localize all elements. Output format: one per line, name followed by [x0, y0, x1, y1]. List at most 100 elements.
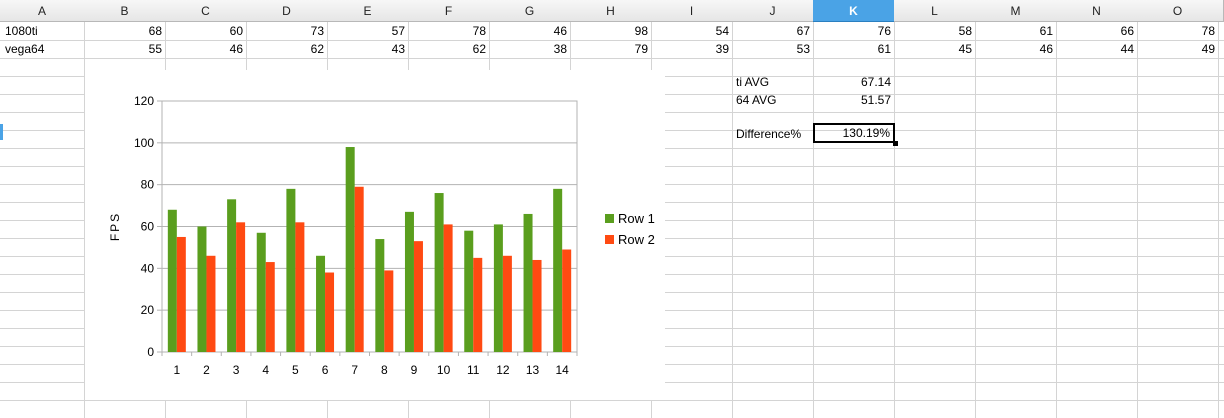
bar-row-1-8 [375, 239, 385, 352]
column-header-f[interactable]: F [408, 0, 490, 22]
cell-i2[interactable]: 39 [715, 42, 729, 56]
bar-row-1-6 [316, 255, 326, 352]
bar-row-2-5 [295, 222, 305, 352]
cell-k2[interactable]: 61 [877, 42, 891, 56]
column-header-n[interactable]: N [1056, 0, 1138, 22]
bar-row-1-2 [197, 226, 207, 352]
bar-row-2-11 [473, 257, 483, 352]
cell-j1[interactable]: 67 [796, 24, 810, 38]
x-tick-label-14: 14 [555, 363, 569, 377]
ti-avg-label[interactable]: ti AVG [736, 75, 770, 89]
cell-o2[interactable]: 49 [1201, 42, 1215, 56]
column-header-next[interactable] [1218, 0, 1224, 22]
bar-row-2-13 [532, 259, 542, 352]
legend-swatch-2 [605, 235, 614, 244]
y-tick-label-0: 0 [147, 345, 154, 359]
legend-label-2: Row 2 [618, 232, 655, 247]
x-tick-label-1: 1 [173, 363, 180, 377]
y-tick-label-60: 60 [141, 220, 155, 234]
cell-h2[interactable]: 79 [634, 42, 648, 56]
cell-c2[interactable]: 46 [229, 42, 243, 56]
cell-i1[interactable]: 54 [715, 24, 729, 38]
cell-k1[interactable]: 76 [877, 24, 891, 38]
cell-g1[interactable]: 46 [553, 24, 567, 38]
avg64-label[interactable]: 64 AVG [736, 93, 777, 107]
cell-e1[interactable]: 57 [391, 24, 405, 38]
cell-m2[interactable]: 46 [1039, 42, 1053, 56]
fps-bar-chart[interactable]: 0 20 40 60 80 100 120 FPS 1 2 3 4 5 6 7 8 9 10 11 12 13 14 Row… [85, 70, 665, 400]
x-tick-label-9: 9 [411, 363, 418, 377]
column-header-a[interactable]: A [0, 0, 85, 22]
avg64-value[interactable]: 51.57 [860, 93, 891, 107]
column-header-j[interactable]: J [732, 0, 814, 22]
cell-m1[interactable]: 61 [1039, 24, 1053, 38]
y-tick-label-40: 40 [141, 261, 155, 275]
cell-e2[interactable]: 43 [391, 42, 405, 56]
cell-f2[interactable]: 62 [472, 42, 486, 56]
y-tick-label-100: 100 [134, 136, 154, 150]
column-header-g[interactable]: G [489, 0, 571, 22]
difference-value-cell[interactable]: 130.19% [813, 123, 895, 143]
bar-row-1-3 [227, 199, 237, 352]
column-header-d[interactable]: D [246, 0, 328, 22]
bar-row-2-7 [354, 186, 364, 352]
bar-row-1-4 [256, 232, 266, 352]
cell-l2[interactable]: 45 [958, 42, 972, 56]
row-label-1080ti[interactable]: 1080ti [5, 24, 38, 38]
cell-c1[interactable]: 60 [229, 24, 243, 38]
column-header-b[interactable]: B [84, 0, 166, 22]
cell-j2[interactable]: 53 [796, 42, 810, 56]
column-header-h[interactable]: H [570, 0, 652, 22]
x-tick-label-13: 13 [526, 363, 540, 377]
cell-d1[interactable]: 73 [310, 24, 324, 38]
bar-row-2-2 [206, 255, 216, 352]
fill-handle[interactable] [893, 141, 898, 146]
difference-label[interactable]: Difference% [736, 127, 802, 141]
x-tick-label-12: 12 [496, 363, 510, 377]
bar-row-2-4 [265, 262, 275, 352]
x-tick-label-8: 8 [381, 363, 388, 377]
x-tick-label-10: 10 [437, 363, 451, 377]
column-header-m[interactable]: M [975, 0, 1057, 22]
ti-avg-value[interactable]: 67.14 [860, 75, 891, 89]
cell-f1[interactable]: 78 [472, 24, 486, 38]
bar-row-1-14 [553, 188, 563, 352]
active-row-marker [0, 124, 3, 140]
y-axis-label: FPS [108, 212, 122, 241]
cell-b1[interactable]: 68 [148, 24, 162, 38]
bar-row-2-1 [176, 236, 186, 352]
column-header-l[interactable]: L [894, 0, 976, 22]
y-tick-label-120: 120 [134, 94, 154, 108]
cell-h1[interactable]: 98 [634, 24, 648, 38]
x-tick-label-3: 3 [233, 363, 240, 377]
bar-row-1-5 [286, 188, 296, 352]
bar-row-2-3 [236, 222, 246, 352]
bar-row-1-9 [404, 211, 414, 352]
cell-n2[interactable]: 44 [1120, 42, 1134, 56]
column-header-o[interactable]: O [1137, 0, 1219, 22]
x-tick-label-4: 4 [262, 363, 269, 377]
legend-swatch-1 [605, 214, 614, 223]
cell-o1[interactable]: 78 [1201, 24, 1215, 38]
bar-row-2-8 [384, 270, 394, 352]
column-header-i[interactable]: I [651, 0, 733, 22]
x-tick-label-11: 11 [467, 363, 480, 377]
y-tick-label-20: 20 [141, 303, 155, 317]
bar-row-2-12 [502, 255, 512, 352]
bar-row-1-7 [345, 147, 355, 352]
column-header-k[interactable]: K [813, 0, 895, 22]
row-label-vega64[interactable]: vega64 [5, 42, 45, 56]
x-tick-label-6: 6 [322, 363, 329, 377]
bar-row-1-12 [493, 224, 503, 352]
cell-g2[interactable]: 38 [553, 42, 567, 56]
cell-l1[interactable]: 58 [958, 24, 972, 38]
column-header-e[interactable]: E [327, 0, 409, 22]
cell-b2[interactable]: 55 [148, 42, 162, 56]
cell-n1[interactable]: 66 [1120, 24, 1134, 38]
bar-row-1-13 [523, 213, 533, 352]
x-tick-label-7: 7 [351, 363, 358, 377]
y-tick-label-80: 80 [141, 178, 155, 192]
cell-d2[interactable]: 62 [310, 42, 324, 56]
column-header-c[interactable]: C [165, 0, 247, 22]
